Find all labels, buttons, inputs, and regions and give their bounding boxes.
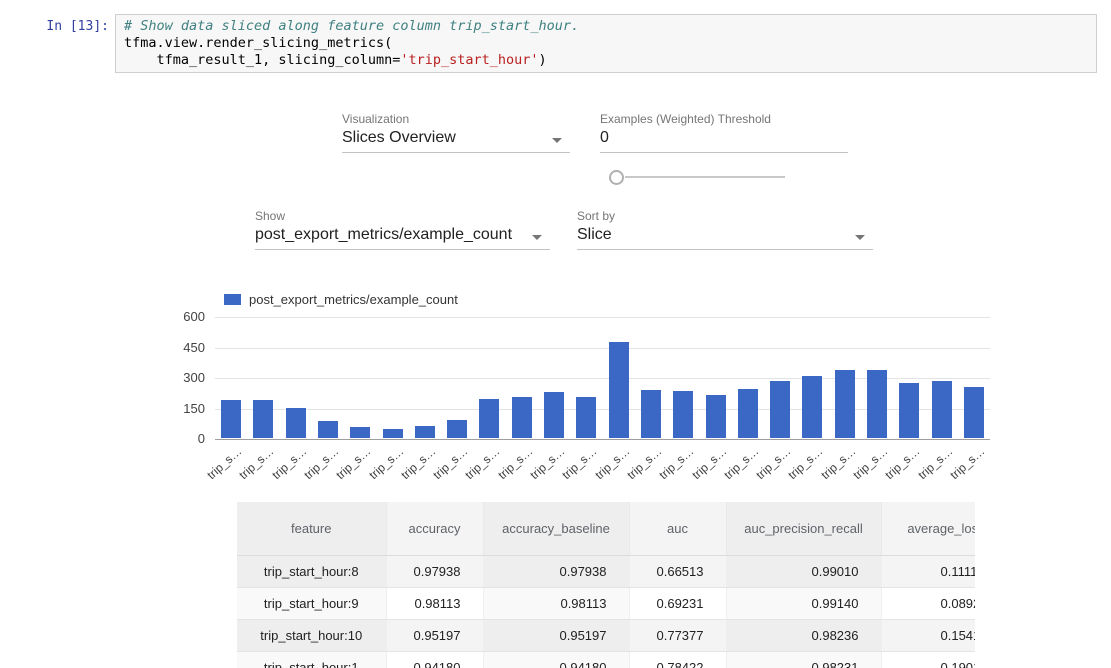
y-axis-tick-label: 450 [155, 340, 205, 355]
metrics-table: featureaccuracyaccuracy_baselineaucauc_p… [237, 502, 975, 668]
bar[interactable] [770, 381, 790, 438]
bar[interactable] [867, 370, 887, 438]
bar[interactable] [544, 392, 564, 438]
plot-area: 0150300450600trip_s…trip_s…trip_s…trip_s… [215, 317, 990, 439]
code-line-2: tfma.view.render_slicing_metrics( [124, 35, 392, 51]
legend-label: post_export_metrics/example_count [249, 292, 458, 307]
metric-cell: 0.78422 [629, 652, 726, 668]
cell-prompt: In [13]: [25, 19, 109, 34]
bar[interactable] [447, 420, 467, 438]
bar[interactable] [318, 421, 338, 438]
code-line-3: tfma_result_1, slicing_column= [124, 52, 400, 68]
feature-cell: trip_start_hour:10 [237, 620, 386, 652]
bar[interactable] [221, 400, 241, 438]
bar[interactable] [383, 429, 403, 438]
metric-cell: 0.69231 [629, 588, 726, 620]
bar[interactable] [673, 391, 693, 438]
metric-cell: 0.98236 [726, 620, 881, 652]
sort-by-dropdown[interactable]: Slice [577, 226, 873, 250]
metric-cell: 0.0892 [881, 588, 975, 620]
chevron-down-icon[interactable] [552, 138, 562, 143]
bar[interactable] [576, 397, 596, 438]
notebook-page: In [13]: # Show data sliced along featur… [0, 0, 1111, 668]
feature-cell: trip_start_hour:1 [237, 652, 386, 668]
metric-cell: 0.97938 [483, 556, 629, 588]
table-header-row: featureaccuracyaccuracy_baselineaucauc_p… [237, 502, 975, 556]
legend-swatch [224, 294, 241, 305]
gridline [215, 348, 990, 349]
bar[interactable] [802, 376, 822, 438]
feature-cell: trip_start_hour:8 [237, 556, 386, 588]
sort-by-label: Sort by [577, 209, 615, 223]
metric-cell: 0.99140 [726, 588, 881, 620]
threshold-input-value: 0 [600, 129, 609, 146]
visualization-dropdown-value: Slices Overview [342, 129, 456, 146]
bar[interactable] [479, 399, 499, 438]
column-header[interactable]: auc_precision_recall [726, 502, 881, 556]
metric-cell: 0.98113 [386, 588, 483, 620]
y-axis-tick-label: 300 [155, 370, 205, 385]
threshold-slider-knob[interactable] [609, 170, 624, 185]
table-row: trip_start_hour:100.951970.951970.773770… [237, 620, 975, 652]
bar[interactable] [964, 387, 984, 438]
bar[interactable] [609, 342, 629, 438]
metric-cell: 0.1541 [881, 620, 975, 652]
code-string-literal: 'trip_start_hour' [400, 52, 538, 68]
threshold-slider-track[interactable] [625, 176, 785, 178]
bar[interactable] [932, 381, 952, 438]
metric-cell: 0.1111 [881, 556, 975, 588]
table-row: trip_start_hour:80.979380.979380.665130.… [237, 556, 975, 588]
table-row: trip_start_hour:10.941800.941800.784220.… [237, 652, 975, 668]
metric-cell: 0.95197 [386, 620, 483, 652]
bar[interactable] [286, 408, 306, 438]
metric-cell: 0.98113 [483, 588, 629, 620]
metric-cell: 0.95197 [483, 620, 629, 652]
bar[interactable] [253, 400, 273, 438]
feature-cell: trip_start_hour:9 [237, 588, 386, 620]
threshold-input[interactable]: 0 [600, 129, 848, 153]
table-row: trip_start_hour:90.981130.981130.692310.… [237, 588, 975, 620]
bar[interactable] [899, 383, 919, 438]
show-label: Show [255, 209, 285, 223]
bar[interactable] [706, 395, 726, 438]
metric-cell: 0.97938 [386, 556, 483, 588]
bar[interactable] [415, 426, 435, 438]
sort-by-dropdown-value: Slice [577, 226, 612, 243]
code-line-3-close: ) [539, 52, 547, 68]
metric-cell: 0.99010 [726, 556, 881, 588]
bar[interactable] [835, 370, 855, 438]
bar[interactable] [350, 427, 370, 438]
code-editor[interactable]: # Show data sliced along feature column … [115, 14, 1097, 73]
y-axis-tick-label: 150 [155, 401, 205, 416]
column-header[interactable]: accuracy [386, 502, 483, 556]
show-dropdown-value: post_export_metrics/example_count [255, 226, 512, 243]
gridline [215, 317, 990, 318]
chevron-down-icon[interactable] [532, 235, 542, 240]
x-axis-baseline [215, 439, 990, 440]
code-comment: # Show data sliced along feature column … [124, 18, 579, 34]
metrics-table-container: featureaccuracyaccuracy_baselineaucauc_p… [237, 502, 975, 668]
bar[interactable] [738, 389, 758, 438]
metric-cell: 0.98231 [726, 652, 881, 668]
column-header[interactable]: feature [237, 502, 386, 556]
bar[interactable] [512, 397, 532, 438]
threshold-label: Examples (Weighted) Threshold [600, 112, 771, 126]
metric-cell: 0.94180 [483, 652, 629, 668]
metric-cell: 0.94180 [386, 652, 483, 668]
y-axis-tick-label: 0 [155, 431, 205, 446]
show-dropdown[interactable]: post_export_metrics/example_count [255, 226, 550, 250]
column-header[interactable]: average_loss [881, 502, 975, 556]
column-header[interactable]: auc [629, 502, 726, 556]
metric-cell: 0.77377 [629, 620, 726, 652]
metric-cell: 0.1901 [881, 652, 975, 668]
chevron-down-icon[interactable] [855, 235, 865, 240]
metric-cell: 0.66513 [629, 556, 726, 588]
column-header[interactable]: accuracy_baseline [483, 502, 629, 556]
bar[interactable] [641, 390, 661, 438]
visualization-label: Visualization [342, 112, 409, 126]
visualization-dropdown[interactable]: Slices Overview [342, 129, 570, 153]
y-axis-tick-label: 600 [155, 309, 205, 324]
